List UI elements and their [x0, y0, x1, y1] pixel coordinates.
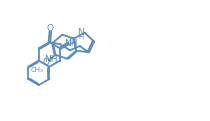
Text: NH: NH	[44, 55, 58, 64]
Text: O: O	[47, 24, 54, 33]
Text: NH: NH	[64, 39, 78, 48]
Text: CH₃: CH₃	[31, 68, 44, 73]
Text: H: H	[78, 34, 84, 40]
Text: N: N	[77, 28, 84, 37]
Text: O: O	[68, 37, 75, 46]
Text: O: O	[42, 58, 50, 67]
